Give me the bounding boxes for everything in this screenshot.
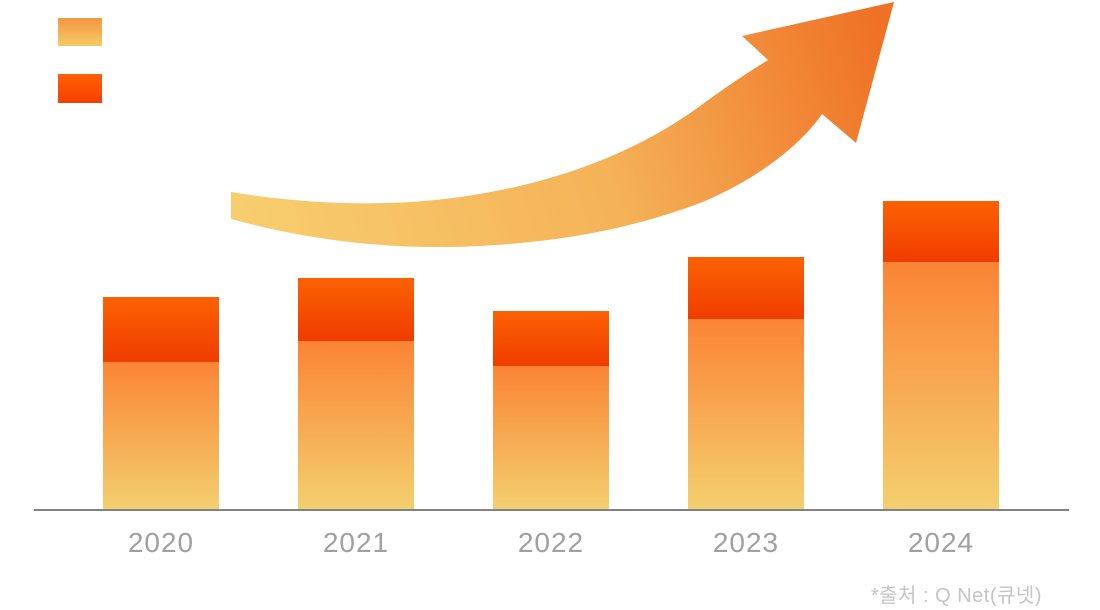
legend-swatch-base-series <box>58 18 102 46</box>
bar-2023 <box>688 257 804 509</box>
legend-swatch-top-series <box>58 74 102 103</box>
bar-segment-base-2023 <box>688 319 804 509</box>
bar-segment-top-2024 <box>883 201 999 262</box>
bar-segment-base-2021 <box>298 341 414 509</box>
bar-segment-top-2020 <box>103 297 219 362</box>
x-axis-label-2020: 2020 <box>127 527 195 558</box>
bar-2022 <box>493 311 609 509</box>
source-note: *출처 : Q Net(큐넷) <box>870 585 1042 607</box>
bar-segment-top-2022 <box>493 311 609 366</box>
x-axis-label-2024: 2024 <box>907 527 975 558</box>
x-axis-label-2023: 2023 <box>712 527 780 558</box>
x-axis-line <box>34 509 1069 511</box>
x-axis-label-2021: 2021 <box>322 527 390 558</box>
bar-segment-base-2024 <box>883 262 999 509</box>
bar-2020 <box>103 297 219 509</box>
bar-2021 <box>298 278 414 509</box>
bar-segment-top-2021 <box>298 278 414 341</box>
bar-2024 <box>883 201 999 509</box>
bar-segment-base-2022 <box>493 366 609 509</box>
bar-segment-base-2020 <box>103 362 219 509</box>
x-axis-label-2022: 2022 <box>517 527 585 558</box>
bar-segment-top-2023 <box>688 257 804 319</box>
